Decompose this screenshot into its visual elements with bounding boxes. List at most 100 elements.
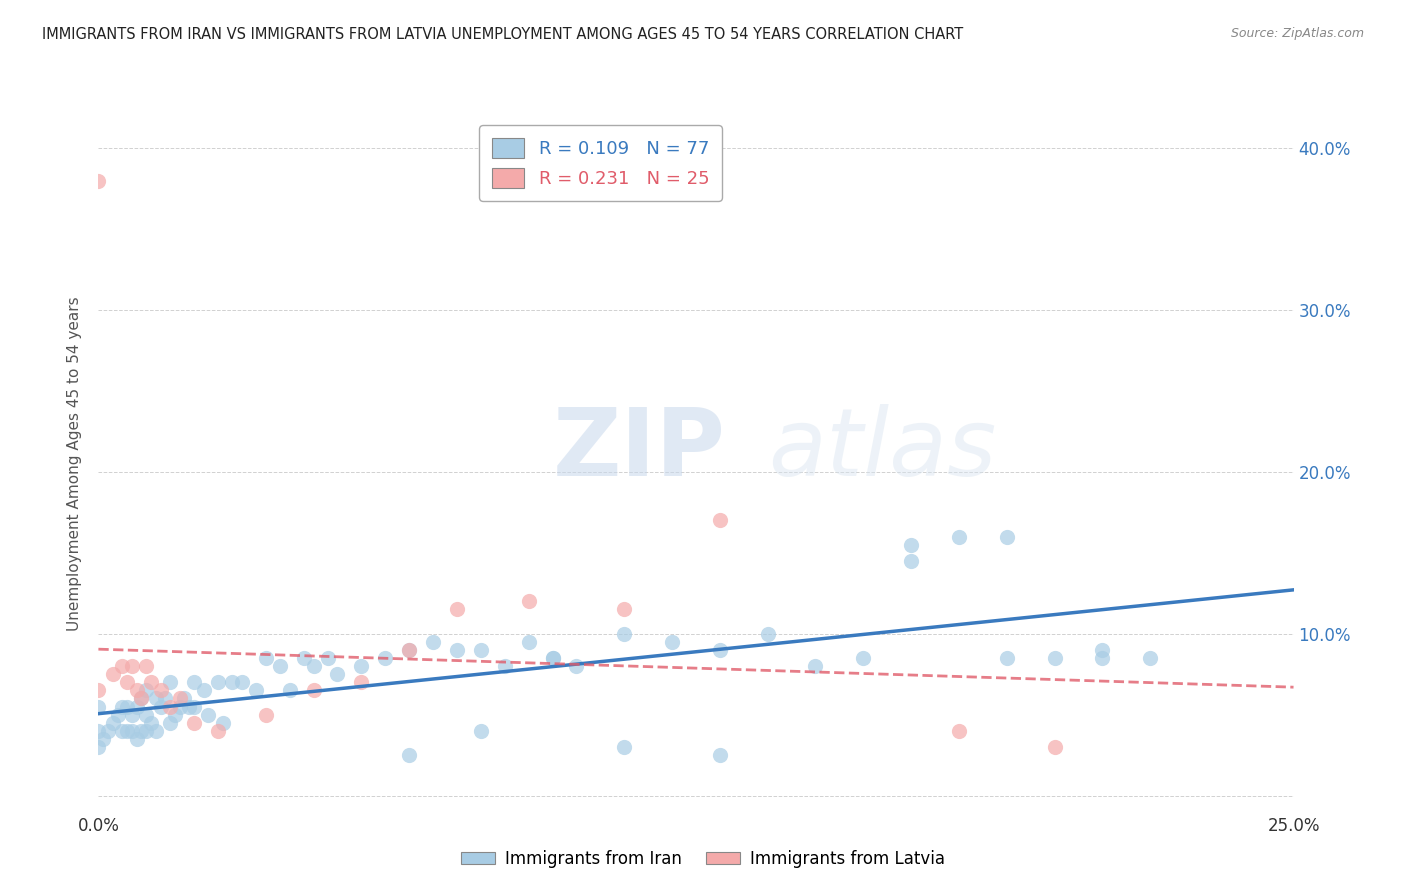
Point — [115, 723, 138, 738]
Point — [125, 731, 148, 746]
Point — [613, 739, 636, 754]
Point — [101, 667, 124, 681]
Point — [756, 626, 779, 640]
Point — [183, 715, 205, 730]
Point — [183, 675, 205, 690]
Point — [149, 683, 172, 698]
Point — [398, 643, 420, 657]
Point — [541, 651, 564, 665]
Point — [135, 659, 157, 673]
Text: atlas: atlas — [768, 404, 995, 495]
Point — [145, 691, 167, 706]
Point — [709, 748, 731, 763]
Point — [517, 594, 540, 608]
Point — [517, 635, 540, 649]
Point — [900, 554, 922, 568]
Point — [87, 683, 110, 698]
Point — [111, 659, 134, 673]
Point — [245, 683, 267, 698]
Text: IMMIGRANTS FROM IRAN VS IMMIGRANTS FROM LATVIA UNEMPLOYMENT AMONG AGES 45 TO 54 : IMMIGRANTS FROM IRAN VS IMMIGRANTS FROM … — [42, 27, 963, 42]
Point — [1139, 651, 1161, 665]
Point — [107, 707, 129, 722]
Point — [87, 174, 110, 188]
Point — [125, 699, 148, 714]
Point — [101, 715, 124, 730]
Point — [163, 707, 186, 722]
Point — [173, 691, 195, 706]
Point — [565, 659, 588, 673]
Point — [131, 723, 153, 738]
Point — [1043, 739, 1066, 754]
Point — [135, 683, 157, 698]
Y-axis label: Unemployment Among Ages 45 to 54 years: Unemployment Among Ages 45 to 54 years — [67, 296, 83, 632]
Point — [159, 675, 181, 690]
Point — [302, 683, 325, 698]
Point — [111, 723, 134, 738]
Point — [145, 723, 167, 738]
Point — [661, 635, 683, 649]
Point — [131, 691, 153, 706]
Point — [278, 683, 301, 698]
Point — [1043, 651, 1066, 665]
Point — [121, 707, 143, 722]
Point — [995, 530, 1018, 544]
Point — [111, 699, 134, 714]
Point — [398, 643, 420, 657]
Point — [115, 699, 138, 714]
Point — [1091, 643, 1114, 657]
Point — [207, 723, 229, 738]
Point — [350, 675, 373, 690]
Point — [211, 715, 233, 730]
Point — [269, 659, 291, 673]
Point — [316, 651, 339, 665]
Point — [350, 659, 373, 673]
Point — [326, 667, 349, 681]
Point — [613, 626, 636, 640]
Point — [87, 739, 110, 754]
Point — [470, 643, 492, 657]
Point — [254, 707, 277, 722]
Point — [91, 731, 114, 746]
Point — [121, 723, 143, 738]
Point — [149, 699, 172, 714]
Legend: R = 0.109   N = 77, R = 0.231   N = 25: R = 0.109 N = 77, R = 0.231 N = 25 — [479, 125, 721, 201]
Point — [139, 675, 162, 690]
Point — [197, 707, 219, 722]
Point — [613, 602, 636, 616]
Point — [398, 748, 420, 763]
Point — [470, 723, 492, 738]
Point — [135, 707, 157, 722]
Point — [541, 651, 564, 665]
Point — [995, 651, 1018, 665]
Text: Source: ZipAtlas.com: Source: ZipAtlas.com — [1230, 27, 1364, 40]
Point — [135, 723, 157, 738]
Point — [446, 602, 468, 616]
Point — [446, 643, 468, 657]
Point — [852, 651, 875, 665]
Point — [1091, 651, 1114, 665]
Legend: Immigrants from Iran, Immigrants from Latvia: Immigrants from Iran, Immigrants from La… — [454, 844, 952, 875]
Point — [804, 659, 827, 673]
Point — [87, 699, 110, 714]
Point — [948, 723, 970, 738]
Point — [302, 659, 325, 673]
Point — [169, 699, 191, 714]
Point — [709, 643, 731, 657]
Point — [193, 683, 215, 698]
Point — [900, 538, 922, 552]
Point — [183, 699, 205, 714]
Point — [254, 651, 277, 665]
Point — [494, 659, 516, 673]
Point — [87, 723, 110, 738]
Point — [221, 675, 243, 690]
Point — [159, 715, 181, 730]
Point — [422, 635, 444, 649]
Point — [125, 683, 148, 698]
Point — [159, 699, 181, 714]
Point — [97, 723, 120, 738]
Point — [131, 691, 153, 706]
Point — [374, 651, 396, 665]
Point — [155, 691, 177, 706]
Text: ZIP: ZIP — [553, 404, 725, 496]
Point — [139, 715, 162, 730]
